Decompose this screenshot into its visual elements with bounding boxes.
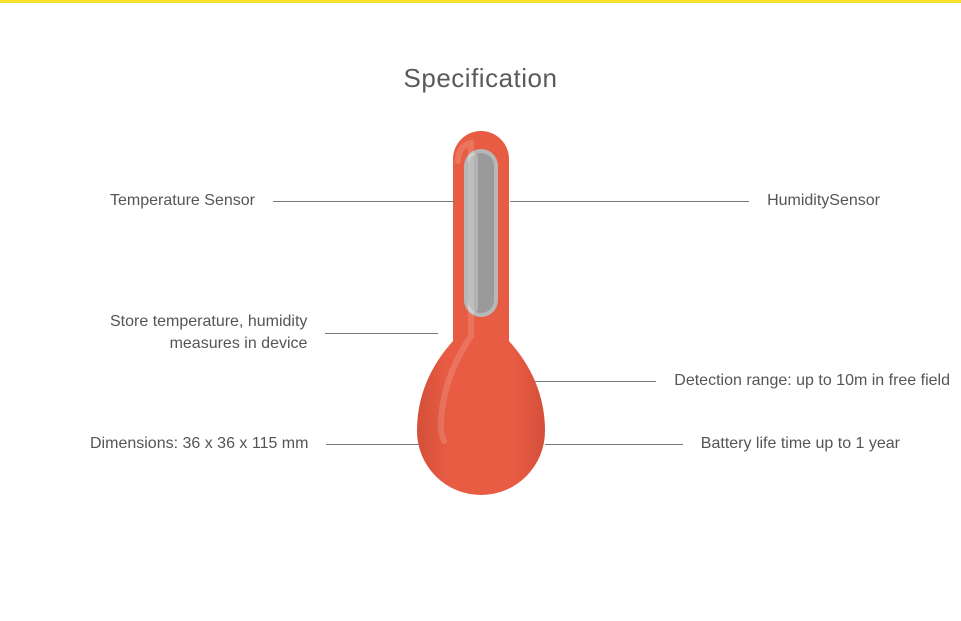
callout-temp-sensor: Temperature Sensor <box>110 190 455 212</box>
callout-label-detection-range: Detection range: up to 10m in free field <box>674 372 950 390</box>
spec-canvas: Specification <box>0 3 961 621</box>
callout-label-battery-life: Battery life time up to 1 year <box>701 435 900 453</box>
callout-label-humidity-sensor: HumiditySensor <box>767 192 880 210</box>
callout-leader-battery-life <box>545 444 683 445</box>
callout-store-data: Store temperature, humidity measures in … <box>110 311 438 355</box>
callout-dimensions: Dimensions: 36 x 36 x 115 mm <box>90 433 420 455</box>
page-title: Specification <box>0 63 961 94</box>
callout-detection-range: Detection range: up to 10m in free field <box>535 370 950 392</box>
callout-leader-detection-range <box>535 381 656 382</box>
callout-label-temp-sensor: Temperature Sensor <box>110 192 255 210</box>
callout-leader-humidity-sensor <box>510 201 749 202</box>
callout-label-dimensions: Dimensions: 36 x 36 x 115 mm <box>90 435 308 453</box>
callout-humidity-sensor: HumiditySensor <box>510 190 880 212</box>
callout-battery-life: Battery life time up to 1 year <box>545 433 900 455</box>
callout-leader-store-data <box>325 333 438 334</box>
callout-label-store-data: Store temperature, humidity measures in … <box>110 311 307 354</box>
callout-leader-temp-sensor <box>273 201 455 202</box>
callout-leader-dimensions <box>326 444 420 445</box>
